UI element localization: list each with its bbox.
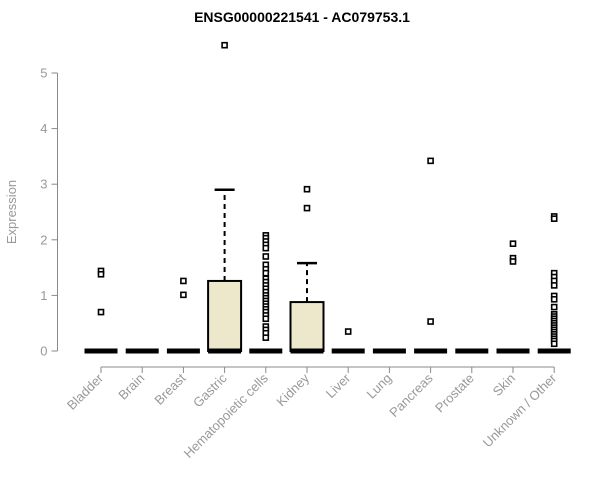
y-tick-label: 5	[40, 66, 47, 81]
median-bar-kidney	[290, 348, 324, 354]
x-tick-label-unknown-other: Unknown / Other	[480, 370, 560, 450]
median-bar-skin	[496, 348, 530, 354]
outlier-marker-unknown-other	[550, 303, 558, 311]
median-bar-brain	[125, 348, 159, 354]
median-bar-lung	[372, 348, 406, 354]
x-tick-label-kidney: Kidney	[273, 370, 312, 409]
x-tick-label-skin: Skin	[490, 371, 518, 399]
outlier-marker-gastric	[221, 41, 228, 49]
outlier-marker-bladder	[97, 270, 105, 278]
box-kidney	[289, 301, 325, 352]
outlier-marker-pancreas	[427, 318, 434, 325]
outlier-marker-unknown-other	[550, 282, 558, 289]
median-bar-unknown-other	[537, 348, 571, 354]
outlier-marker-skin	[509, 258, 517, 265]
outlier-marker-breast	[180, 277, 187, 285]
y-tick-label: 3	[40, 177, 47, 192]
y-tick-label: 0	[40, 344, 47, 359]
outlier-marker-unknown-other	[550, 215, 558, 222]
outlier-marker-pancreas	[427, 157, 434, 165]
outlier-marker-hematopoietic-cells	[262, 244, 270, 252]
x-tick-label-brain: Brain	[115, 371, 147, 403]
outlier-marker-liver	[344, 328, 352, 335]
median-bar-hematopoietic-cells	[249, 348, 283, 354]
x-tick-label-lung: Lung	[363, 371, 394, 402]
median-bar-bladder	[84, 348, 118, 354]
y-tick-label: 2	[40, 232, 47, 247]
median-bar-pancreas	[414, 348, 448, 354]
x-tick-label-liver: Liver	[323, 370, 354, 401]
x-tick-label-bladder: Bladder	[64, 370, 107, 413]
x-tick-label-prostate: Prostate	[432, 371, 477, 416]
outlier-marker-unknown-other	[550, 340, 558, 348]
outlier-marker-hematopoietic-cells	[262, 315, 270, 323]
median-bar-prostate	[455, 348, 489, 354]
outlier-marker-breast	[180, 291, 187, 299]
median-bar-liver	[331, 348, 365, 354]
y-axis-title: Expression	[4, 180, 19, 244]
outlier-marker-hematopoietic-cells	[262, 334, 270, 341]
y-tick-label: 4	[40, 121, 47, 136]
chart-title: ENSG00000221541 - AC079753.1	[194, 9, 410, 25]
outlier-marker-kidney	[303, 185, 311, 193]
outlier-marker-bladder	[97, 308, 105, 316]
outlier-marker-hematopoietic-cells	[262, 269, 270, 277]
median-bar-breast	[166, 348, 200, 354]
x-tick-label-gastric: Gastric	[190, 370, 230, 410]
outlier-marker-kidney	[303, 204, 311, 212]
outlier-marker-unknown-other	[550, 295, 558, 303]
outlier-marker-hematopoietic-cells	[262, 253, 270, 260]
median-bar-gastric	[208, 348, 242, 354]
x-tick-label-breast: Breast	[151, 370, 188, 407]
y-tick-label: 1	[40, 288, 47, 303]
box-gastric	[207, 279, 243, 352]
x-tick-label-pancreas: Pancreas	[386, 370, 436, 420]
outlier-marker-skin	[509, 240, 517, 247]
